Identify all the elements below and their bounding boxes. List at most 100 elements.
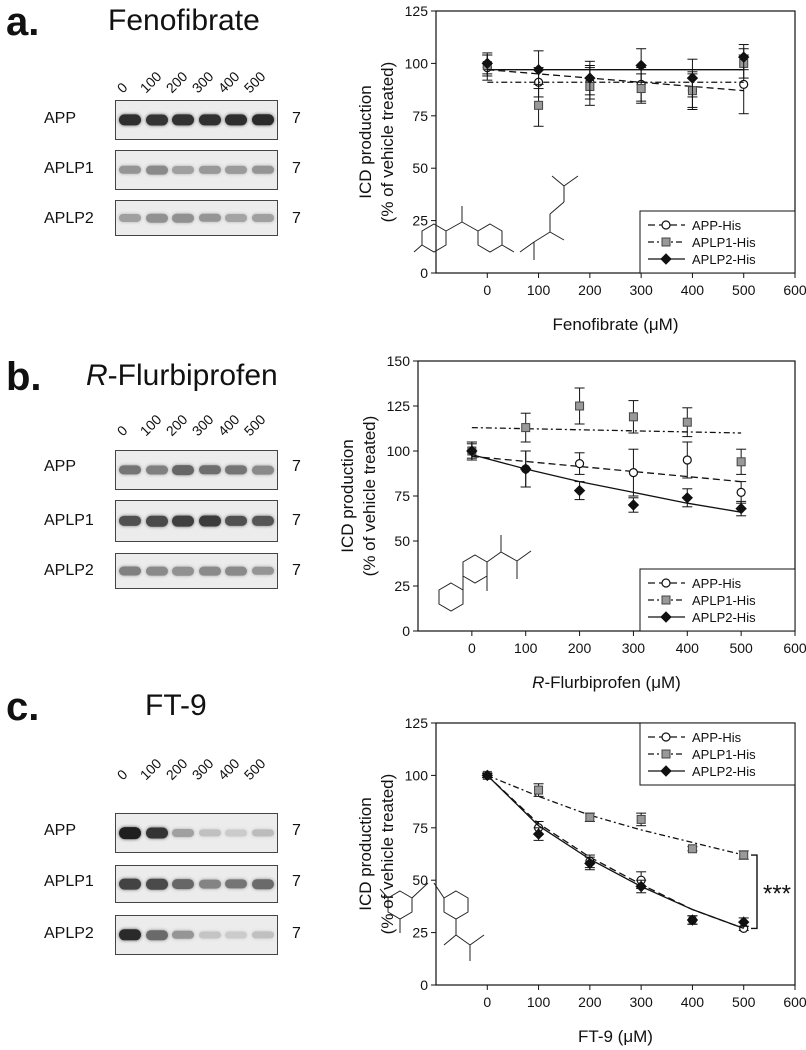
x-tick-label: 600 <box>783 282 806 298</box>
data-point <box>686 72 699 84</box>
legend: APP-His APLP1-His APLP2-His <box>639 568 796 632</box>
blot-band <box>172 165 194 175</box>
blot-band <box>198 465 221 475</box>
blot-kda: 7 <box>292 458 301 475</box>
blot-band <box>119 515 141 527</box>
y-tick-label: 0 <box>402 623 410 639</box>
blot-kda: 7 <box>292 925 301 942</box>
series-APLP2-His <box>481 44 750 98</box>
data-point <box>686 914 699 926</box>
drug-title: R-Flurbiprofen <box>86 359 278 392</box>
blot-band <box>225 165 247 175</box>
y-axis-label: ICD production <box>356 797 375 910</box>
fit-line <box>487 69 744 92</box>
x-tick-label: 500 <box>729 640 753 656</box>
blot-band <box>251 879 274 889</box>
y-tick-label: 25 <box>412 213 428 229</box>
data-point <box>628 468 639 478</box>
y-tick-label: 125 <box>387 398 411 414</box>
chart-3: 0 100 200 300 400 500 600 0 25 50 75 100 125 FT-9 (μM… <box>356 715 806 1046</box>
x-tick-label: 0 <box>468 640 476 656</box>
x-tick-label: 300 <box>629 282 653 298</box>
blot-label: APP <box>44 822 77 839</box>
fit-line <box>487 774 744 856</box>
blot-band <box>119 566 141 576</box>
y-tick-label: 75 <box>394 488 410 504</box>
blot-band <box>119 213 141 223</box>
y-tick-label: 125 <box>405 715 429 731</box>
y-tick-label: 50 <box>412 160 428 176</box>
panel-b: b. R-Flurbiprofen 0 100 200 300 400 500 … <box>0 355 806 690</box>
blot-band <box>198 829 221 837</box>
fit-line <box>486 774 744 930</box>
blot-kda: 7 <box>292 210 301 227</box>
data-point <box>661 595 671 605</box>
x-tick-label: 200 <box>578 282 602 298</box>
significance-label: *** <box>763 881 791 908</box>
fit-line <box>471 453 742 513</box>
blot-band <box>198 213 221 223</box>
blot-band <box>198 879 221 889</box>
western-blot <box>115 450 278 490</box>
blot-band <box>119 465 141 475</box>
plot-frame <box>435 722 796 986</box>
y-tick-label: 50 <box>394 533 410 549</box>
blot-band <box>198 114 221 126</box>
blot-band <box>251 515 274 527</box>
panel-c: c. FT-9 0 100 200 300 400 500 APP 7 APLP… <box>0 685 806 1050</box>
blot-band <box>251 165 274 175</box>
blot-label: APLP2 <box>44 210 94 227</box>
panel-letter: b. <box>6 355 42 399</box>
x-tick-label: 300 <box>622 640 646 656</box>
data-point <box>575 401 585 411</box>
blot-kda: 7 <box>292 562 301 579</box>
panel-letter: a. <box>6 0 40 44</box>
western-blot <box>115 500 278 542</box>
data-point <box>635 59 647 72</box>
blot-band <box>225 879 247 889</box>
blot-band <box>172 213 194 223</box>
data-point <box>660 611 672 623</box>
fit-line <box>486 774 744 930</box>
x-axis-label: FT-9 (μM) <box>578 1027 653 1046</box>
data-point <box>681 492 693 504</box>
blot-band <box>119 878 141 890</box>
data-point <box>584 857 596 870</box>
blot-band <box>251 566 274 576</box>
chart-1: 0 100 200 300 400 500 600 0 25 50 75 100 125 Fenofibr… <box>356 3 806 334</box>
y-tick-label: 0 <box>420 977 428 993</box>
blot-band <box>198 515 221 527</box>
western-blot <box>115 865 278 903</box>
drug-title: Fenofibrate <box>108 4 260 37</box>
data-point <box>466 445 478 457</box>
data-point <box>636 814 646 824</box>
fit-line <box>471 426 742 434</box>
blot-kda: 7 <box>292 512 301 529</box>
x-tick-label: 100 <box>527 282 551 298</box>
blot-band <box>251 829 274 837</box>
data-point <box>661 578 671 588</box>
western-blot <box>115 100 278 140</box>
series-APP-His <box>482 54 749 115</box>
data-point <box>532 63 545 76</box>
y-tick-label: 150 <box>387 353 411 369</box>
blot-band <box>225 114 247 126</box>
western-blot <box>115 915 278 955</box>
data-point <box>660 765 672 777</box>
blot-band <box>119 114 141 126</box>
blot-band <box>119 827 141 839</box>
legend-label: APLP2-His <box>692 610 756 625</box>
x-tick-label: 400 <box>681 282 705 298</box>
western-blot <box>115 553 278 589</box>
y-tick-label: 0 <box>420 265 428 281</box>
x-tick-label: 500 <box>732 994 756 1010</box>
x-tick-label: 600 <box>783 640 806 656</box>
data-point <box>682 455 692 465</box>
y-axis-label: (% of vehicle treated) <box>378 62 397 223</box>
x-tick-label: 100 <box>527 994 551 1010</box>
plot-frame <box>435 10 796 274</box>
blot-band <box>251 114 274 126</box>
x-tick-label: 500 <box>732 282 756 298</box>
data-point <box>532 828 545 840</box>
blot-band <box>172 879 194 889</box>
